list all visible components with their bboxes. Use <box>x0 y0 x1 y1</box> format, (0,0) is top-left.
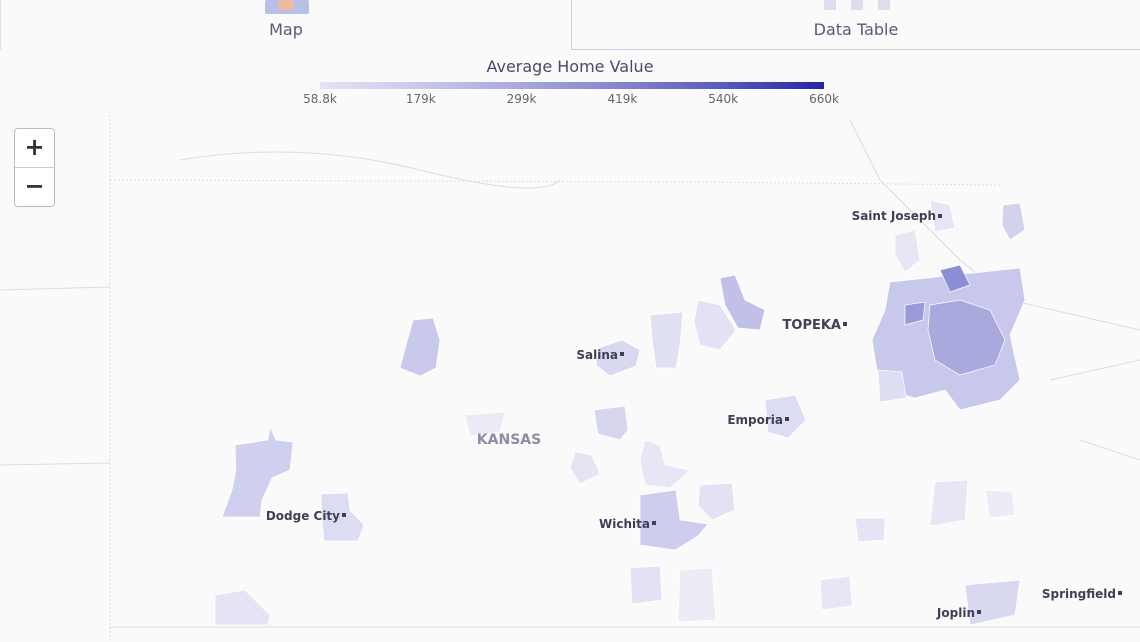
legend-tick-label: 419k <box>607 92 638 106</box>
legend-tick-label: 299k <box>506 92 537 106</box>
zoom-out[interactable]: − <box>24 172 45 200</box>
map-icon <box>265 0 309 14</box>
legend-tick-label: 660k <box>809 92 839 106</box>
legend-tick-label: 540k <box>708 92 739 106</box>
tab-label: Data Table <box>813 20 899 39</box>
city-label: Dodge City <box>266 509 340 523</box>
city-label: Salina <box>576 348 618 362</box>
legend-bar <box>320 82 824 89</box>
table-icon <box>824 0 890 10</box>
city-label: Springfield <box>1042 587 1116 601</box>
data-table-tab[interactable]: Data Table <box>571 0 1140 50</box>
city-label: TOPEKA <box>783 318 841 333</box>
state-label: KANSAS <box>477 432 541 448</box>
legend-title: Average Home Value <box>486 57 654 76</box>
city-label: Wichita <box>599 517 650 531</box>
tab-label: Map <box>269 20 303 39</box>
zoom-control: + − <box>14 128 55 207</box>
city-label: Joplin <box>936 606 975 620</box>
city-label: Saint Joseph <box>852 209 936 223</box>
zoom-in[interactable]: + <box>15 129 54 168</box>
legend-tick-label: 179k <box>405 92 436 106</box>
city-label: Emporia <box>727 413 783 427</box>
legend-tick-label: 58.8k <box>303 92 337 106</box>
map-tab[interactable]: Map <box>0 0 571 50</box>
